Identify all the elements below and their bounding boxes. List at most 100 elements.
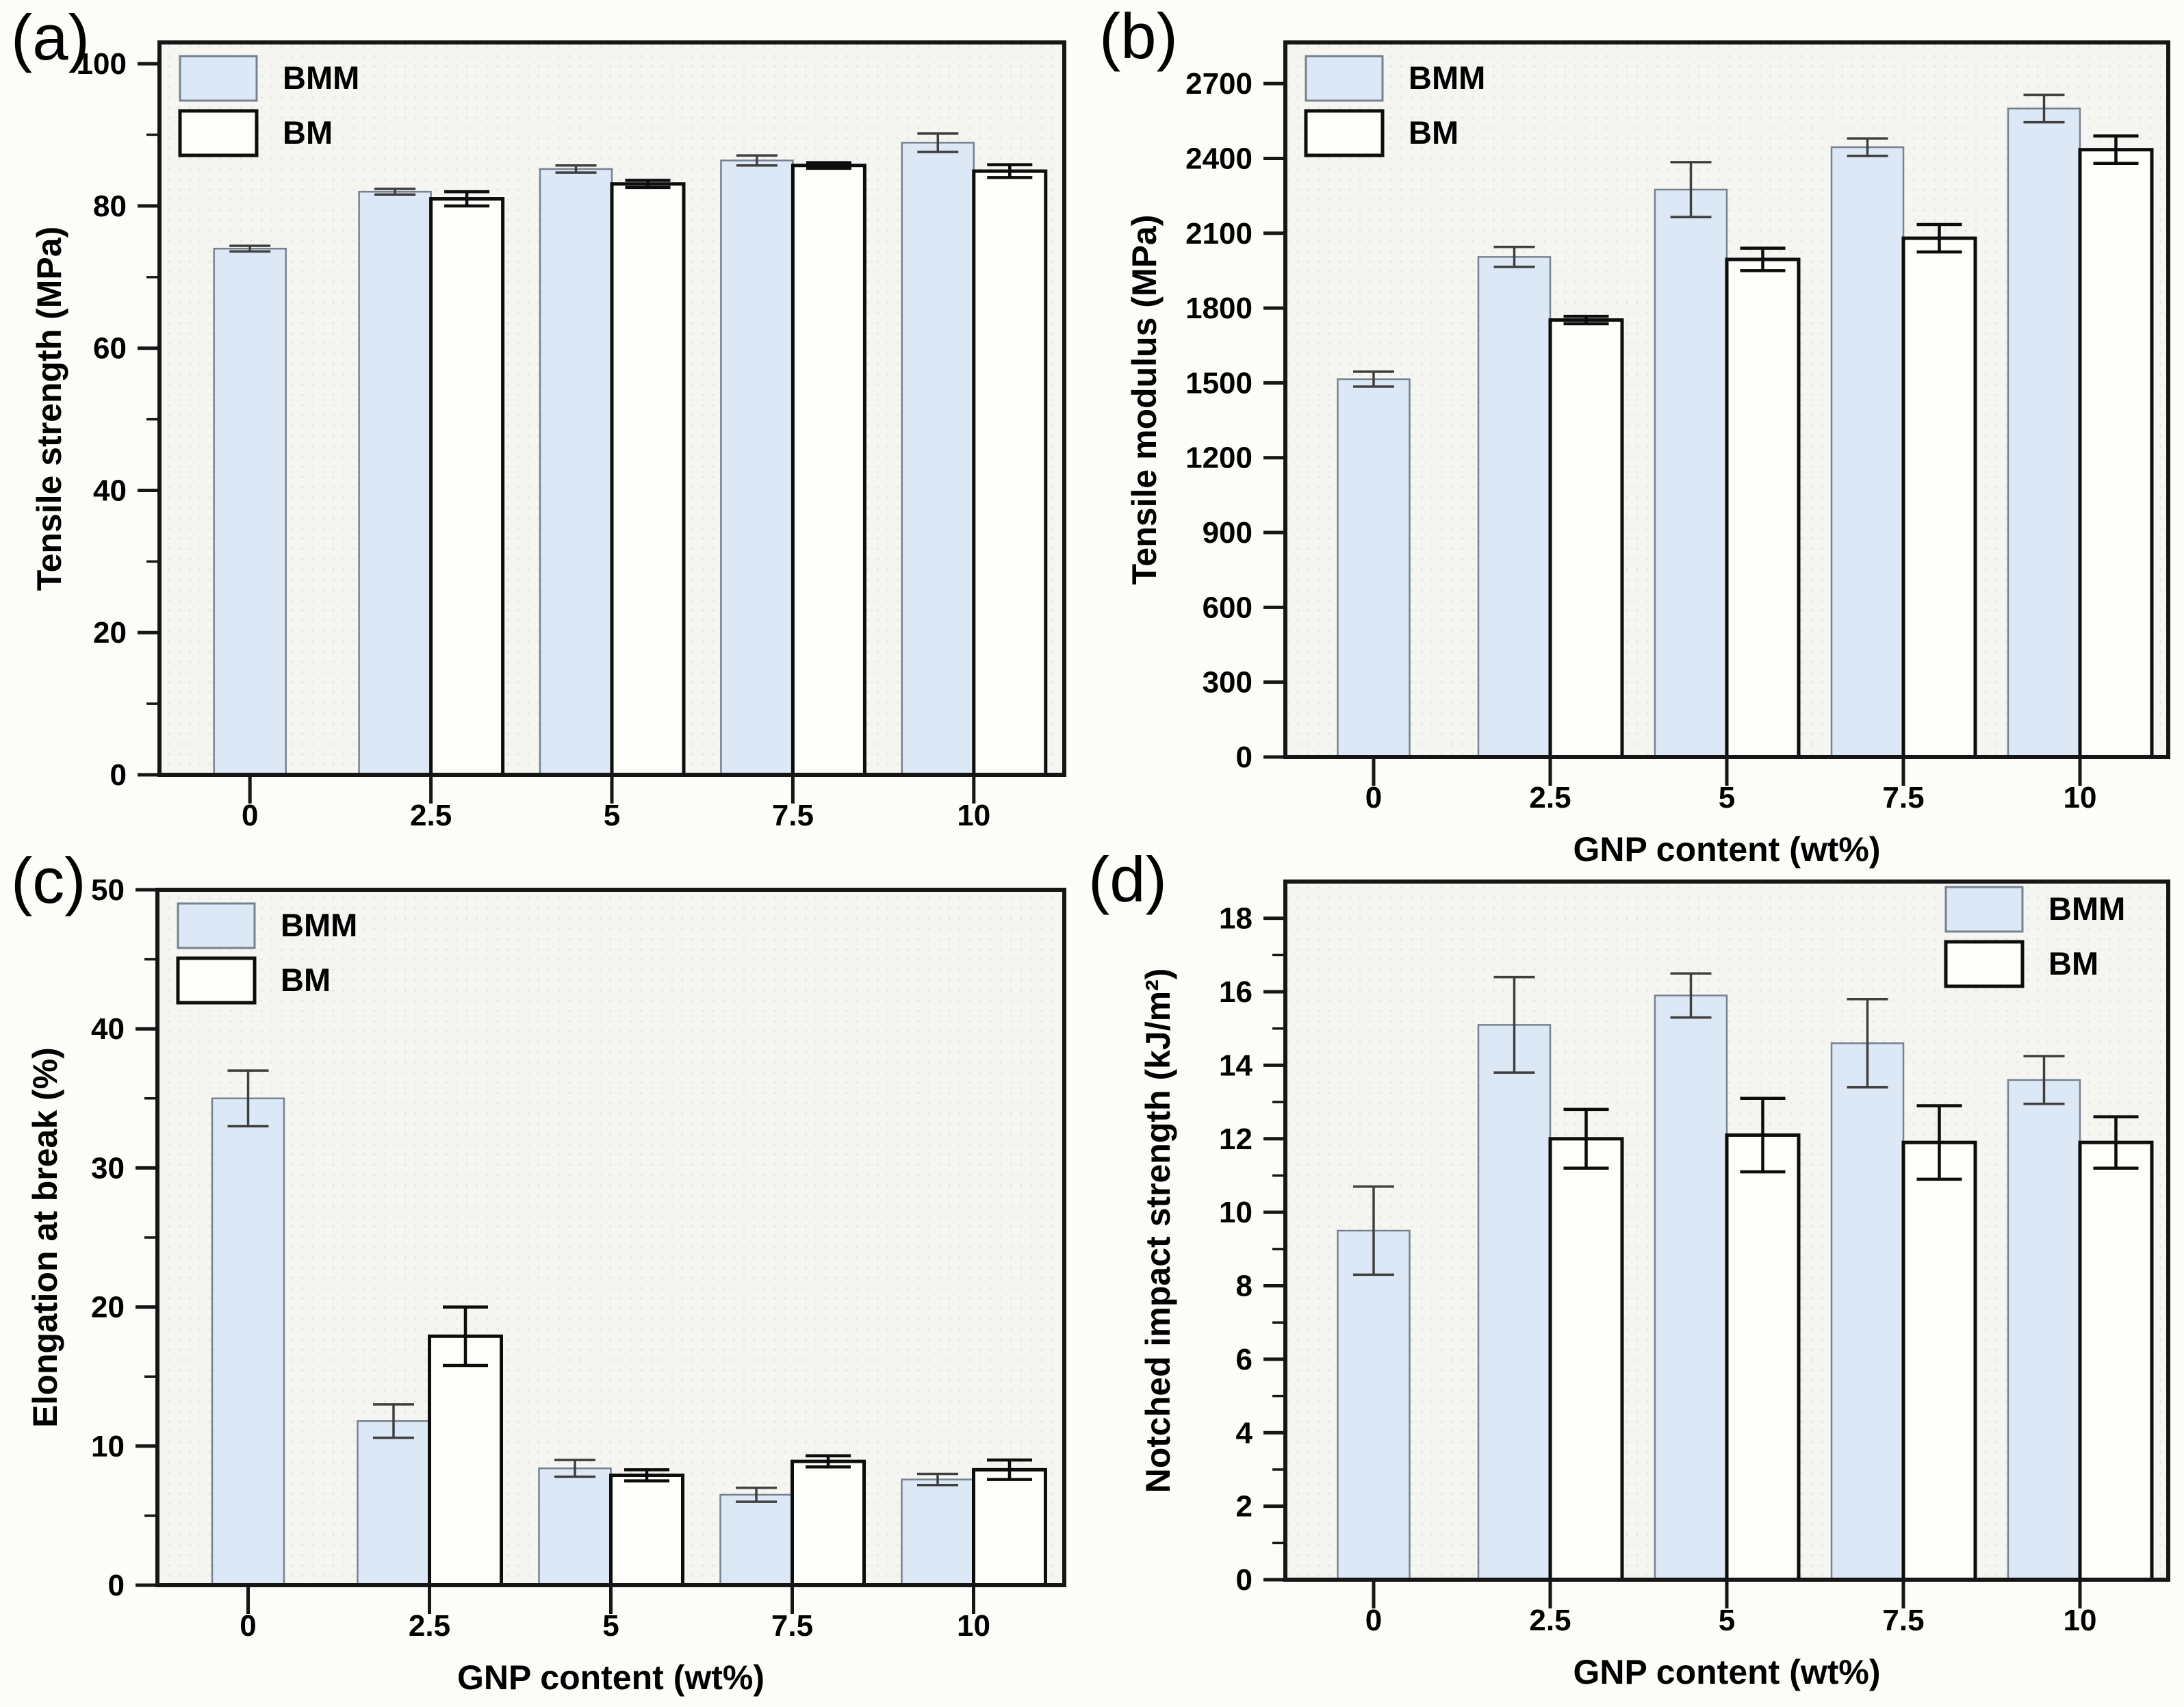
y-tick-label: 1500	[1185, 366, 1252, 400]
error-bar-bmm-10	[917, 1472, 958, 1487]
y-tick-label: 40	[93, 474, 127, 507]
x-tick-label: 10	[2064, 1604, 2097, 1637]
error-bar-bmm-0	[229, 244, 271, 253]
error-bar-bm-2.5	[444, 190, 490, 208]
bar-bm-7.5	[791, 1459, 866, 1587]
bar-bm-2.5	[1548, 1137, 1624, 1582]
error-bar-bm-5	[624, 1468, 669, 1483]
plot-frame	[157, 40, 1066, 777]
error-bar-bmm-2.5	[1493, 246, 1535, 268]
x-tick-label: 10	[2064, 781, 2097, 814]
legend-c: BMM BM	[176, 902, 357, 1005]
error-bar-bmm-0	[1353, 1185, 1394, 1276]
legend-swatch-bmm	[1305, 55, 1384, 102]
y-tick-label: 6	[1236, 1343, 1252, 1376]
error-bar-bm-2.5	[1563, 314, 1609, 326]
y-tick-label: 0	[110, 758, 127, 792]
plot-frame	[1283, 40, 2170, 759]
x-tick-label: 5	[1719, 1604, 1735, 1637]
bar-bmm-10	[2007, 1079, 2081, 1581]
error-bar-bm-2.5	[1563, 1107, 1609, 1170]
bar-bm-10	[2078, 1140, 2154, 1582]
y-tick-label: 0	[1236, 1563, 1252, 1597]
bar-bmm-0	[213, 248, 287, 776]
y-tick-label: 10	[1219, 1196, 1252, 1229]
y-tick-label: 30	[91, 1151, 125, 1185]
panel-c: 0 2.5 5 7.5 10 0 10 20 30 40 50 Elongation at break…	[26, 873, 1066, 1697]
y-tick-label: 12	[1219, 1122, 1252, 1156]
bar-bmm-7.5	[1830, 146, 1905, 758]
y-tick-label: 20	[93, 616, 127, 650]
x-tick-label: 0	[1365, 781, 1382, 814]
x-tick-label: 7.5	[772, 799, 814, 832]
y-tick-label: 1800	[1185, 292, 1252, 325]
y-tick-label: 40	[91, 1012, 125, 1046]
legend-label-bm: BM	[283, 114, 333, 151]
panel-d: 0 2.5 5 7.5 10 0 2 4 6 8 10 12 14 16 18 Notched impact …	[1139, 880, 2170, 1691]
error-bar-bmm-2.5	[1493, 975, 1535, 1074]
y-tick-label: 600	[1203, 591, 1252, 624]
bar-bm-2.5	[429, 197, 505, 777]
error-bar-bm-10	[987, 163, 1033, 179]
bar-bmm-5	[1654, 994, 1728, 1581]
bar-bmm-2.5	[1477, 256, 1552, 758]
error-bar-bm-5	[625, 179, 671, 190]
y-tick-label: 10	[91, 1430, 125, 1463]
x-tick-label: 7.5	[1882, 781, 1924, 814]
y-axis-title: Notched impact strength (kJ/m²)	[1139, 968, 1177, 1493]
y-tick-label: 8	[1236, 1270, 1252, 1303]
legend-b: BMM BM	[1304, 55, 1485, 157]
legend-label-bm: BM	[281, 962, 331, 998]
y-axis-title: Elongation at break (%)	[26, 1047, 64, 1428]
panel-c-tag: (c)	[11, 845, 86, 916]
legend-label-bmm: BMM	[2048, 890, 2125, 927]
bar-bm-5	[609, 1473, 684, 1587]
y-tick-label: 2	[1236, 1490, 1252, 1524]
legend-swatch-bm	[176, 956, 257, 1005]
panel-b: 0 2.5 5 7.5 10 0 300 600 900 1200 1500 1800 2100 2400…	[1125, 40, 2170, 869]
y-tick-label: 16	[1219, 975, 1252, 1009]
y-axis-title: Tensile strength (MPa)	[30, 227, 68, 591]
x-tick-label: 2.5	[410, 799, 452, 832]
y-tick-label: 2100	[1185, 217, 1252, 251]
x-tick-label: 5	[602, 1609, 619, 1643]
legend-swatch-bm	[1304, 109, 1385, 157]
error-bar-bmm-7.5	[736, 154, 778, 167]
legend-swatch-bm	[1944, 940, 2025, 988]
error-bar-bmm-5	[1670, 972, 1712, 1019]
bar-bmm-2.5	[358, 190, 432, 776]
bar-bm-5	[610, 182, 686, 777]
legend-label-bm: BM	[2048, 945, 2098, 981]
x-tick-label: 0	[1365, 1604, 1382, 1637]
bar-bmm-5	[538, 1467, 612, 1587]
error-bar-bmm-2.5	[373, 1403, 414, 1439]
error-bar-bm-5	[1740, 1096, 1786, 1174]
error-bar-bmm-7.5	[1847, 998, 1888, 1089]
error-bar-bmm-5	[554, 1459, 595, 1478]
bar-bmm-0	[1337, 1229, 1411, 1581]
bar-bmm-7.5	[719, 1493, 793, 1587]
x-tick-label: 0	[240, 1609, 256, 1643]
bar-bm-7.5	[1901, 236, 1977, 759]
legend-swatch-bmm	[179, 55, 258, 102]
y-tick-label: 100	[77, 47, 127, 81]
bar-bmm-7.5	[720, 159, 794, 776]
x-tick-label: 5	[1719, 781, 1735, 814]
error-bar-bm-7.5	[1916, 222, 1962, 254]
error-bar-bm-7.5	[806, 1454, 851, 1469]
error-bar-bmm-5	[1670, 161, 1712, 218]
error-bar-bm-7.5	[1916, 1104, 1962, 1181]
legend-swatch-bmm	[1944, 886, 2024, 933]
bar-bmm-10	[901, 1478, 975, 1587]
bar-bmm-0	[211, 1097, 285, 1587]
error-bar-bmm-10	[2023, 1055, 2065, 1105]
error-bar-bmm-7.5	[1847, 137, 1888, 157]
bar-bm-7.5	[1901, 1140, 1977, 1582]
error-bar-bmm-0	[1353, 370, 1394, 388]
error-bar-bmm-10	[2023, 93, 2065, 124]
bar-bmm-0	[1337, 378, 1411, 758]
x-tick-label: 2.5	[409, 1609, 450, 1643]
